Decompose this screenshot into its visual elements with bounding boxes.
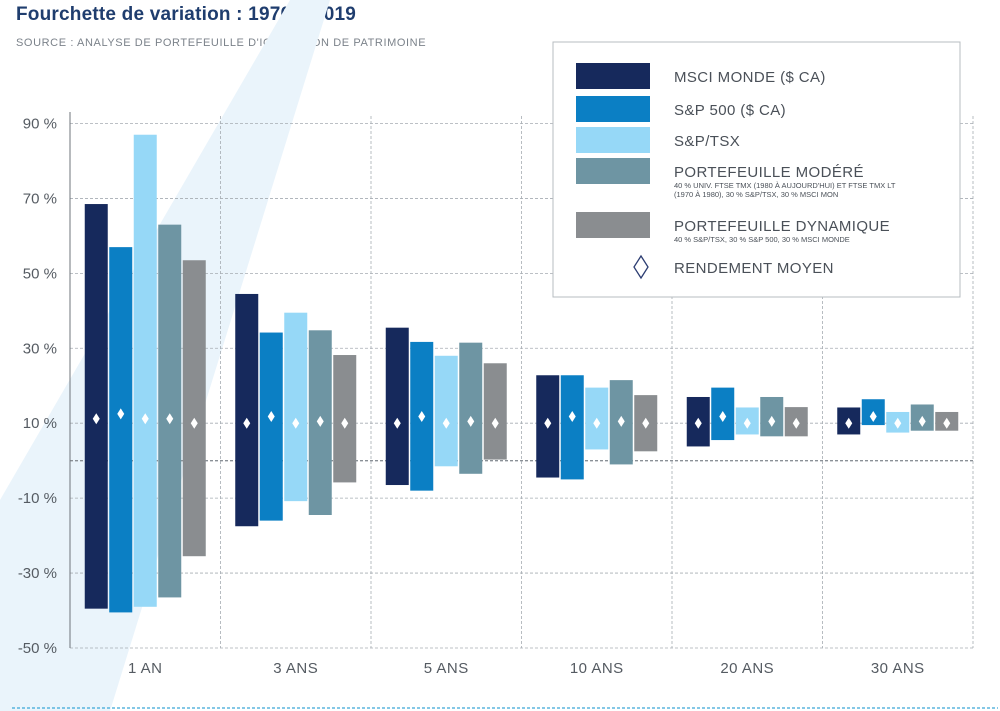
mean-marker xyxy=(768,415,776,427)
legend-description: 40 % UNIV. FTSE TMX (1980 À AUJOURD'HUI)… xyxy=(674,181,896,190)
range-bar xyxy=(84,204,108,609)
range-bar xyxy=(560,375,584,480)
legend-description: (1970 À 1980), 30 % S&P/TSX, 30 % MSCI M… xyxy=(674,190,838,199)
mean-marker xyxy=(316,415,324,427)
legend-swatch xyxy=(576,63,650,89)
mean-marker xyxy=(292,417,300,429)
mean-marker xyxy=(943,417,951,429)
mean-marker xyxy=(117,408,125,420)
chart-title: Fourchette de variation : 1970 à 2019 xyxy=(16,4,357,25)
mean-marker xyxy=(719,410,727,422)
range-bar xyxy=(483,363,507,460)
range-bar xyxy=(459,342,483,474)
x-tick-label: 20 ANS xyxy=(720,660,774,677)
range-bar xyxy=(109,247,133,613)
mean-marker xyxy=(243,417,251,429)
legend-swatch xyxy=(576,127,650,153)
legend-label: S&P/TSX xyxy=(674,133,740,150)
range-bar xyxy=(259,332,283,521)
legend-label: PORTEFEUILLE MODÉRÉ xyxy=(674,164,864,181)
legend-description: 40 % S&P/TSX, 30 % S&P 500, 30 % MSCI MO… xyxy=(674,235,850,244)
legend-label: PORTEFEUILLE DYNAMIQUE xyxy=(674,218,890,235)
mean-marker xyxy=(544,417,552,429)
mean-marker xyxy=(743,417,751,429)
mean-marker xyxy=(467,415,475,427)
legend-label: MSCI MONDE ($ CA) xyxy=(674,69,826,86)
mean-marker xyxy=(491,417,499,429)
mean-marker xyxy=(792,417,800,429)
mean-marker xyxy=(568,410,576,422)
legend-label: S&P 500 ($ CA) xyxy=(674,102,786,119)
y-tick-label: 50 % xyxy=(23,265,57,282)
legend-swatch xyxy=(576,212,650,238)
legend-swatch xyxy=(576,158,650,184)
mean-marker xyxy=(267,410,275,422)
bars xyxy=(84,134,959,613)
mean-marker xyxy=(190,417,198,429)
range-bar xyxy=(385,327,409,486)
mean-marker xyxy=(166,413,174,425)
range-bar xyxy=(434,355,458,467)
mean-marker xyxy=(393,417,401,429)
legend-diamond-icon xyxy=(633,254,649,280)
y-tick-label: 10 % xyxy=(23,415,57,432)
mean-marker xyxy=(694,417,702,429)
range-bar xyxy=(133,134,157,607)
mean-marker xyxy=(141,413,149,425)
x-tick-label: 3 ANS xyxy=(273,660,318,677)
x-tick-label: 5 ANS xyxy=(424,660,469,677)
y-tick-label: 70 % xyxy=(23,190,57,207)
range-bar xyxy=(182,260,206,557)
mean-marker xyxy=(894,417,902,429)
range-bar xyxy=(284,312,308,502)
y-tick-label: -10 % xyxy=(18,490,57,507)
x-tick-label: 10 ANS xyxy=(570,660,624,677)
x-tick-label: 1 AN xyxy=(128,660,163,677)
x-axis: 1 AN 3 ANS 5 ANS 10 ANS 20 ANS 30 ANS xyxy=(128,660,925,677)
mean-marker xyxy=(642,417,650,429)
mean-marker xyxy=(869,410,877,422)
y-axis: 90 % 70 % 50 % 30 % 10 % -10 % -30 % -50 % xyxy=(18,112,71,657)
legend-label-mean: RENDEMENT MOYEN xyxy=(674,260,834,277)
range-bar xyxy=(158,224,182,598)
x-tick-label: 30 ANS xyxy=(871,660,925,677)
range-bar xyxy=(235,293,259,527)
chart-subtitle: SOURCE : ANALYSE DE PORTEFEUILLE D'IG GE… xyxy=(16,37,427,49)
mean-marker xyxy=(918,415,926,427)
mean-marker xyxy=(418,410,426,422)
legend-swatch xyxy=(576,96,650,122)
legend: MSCI MONDE ($ CA) S&P 500 ($ CA) S&P/TSX PO… xyxy=(552,41,961,298)
y-tick-label: 30 % xyxy=(23,340,57,357)
y-tick-label: -50 % xyxy=(18,640,57,657)
mean-marker xyxy=(593,417,601,429)
mean-marker xyxy=(845,417,853,429)
mean-marker xyxy=(442,417,450,429)
mean-marker xyxy=(92,413,100,425)
mean-marker xyxy=(341,417,349,429)
mean-marker xyxy=(617,415,625,427)
y-tick-label: -30 % xyxy=(18,565,57,582)
mean-markers xyxy=(92,408,951,429)
y-tick-label: 90 % xyxy=(23,115,57,132)
